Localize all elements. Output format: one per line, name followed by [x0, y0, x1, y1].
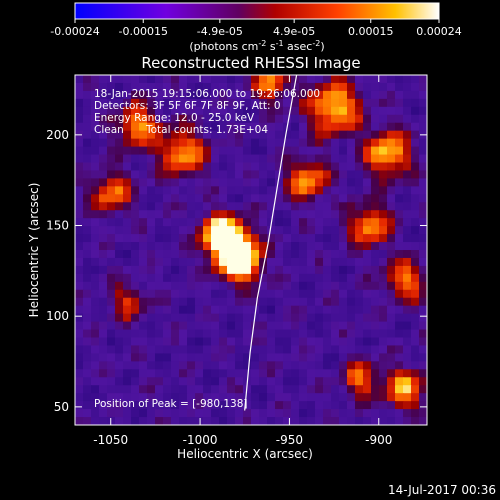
info-time-range: 18-Jan-2015 19:15:06.000 to 19:26:06.000 — [94, 88, 320, 100]
plot-area: -1050 -1000 -950 -900 50 100 150 200 — [46, 74, 428, 447]
colorbar: -0.00024 -0.00015 -4.9e-05 4.9e-05 0.00015 0.… — [50, 2, 462, 53]
y-tick-label: 200 — [46, 128, 69, 142]
x-tick-label: -900 — [365, 433, 392, 447]
x-tick-label: -1050 — [93, 433, 128, 447]
solar-limb-line — [244, 75, 298, 411]
heatmap-image — [75, 75, 427, 425]
colorbar-gradient — [74, 2, 440, 20]
x-axis-ticks: -1050 -1000 -950 -900 — [93, 75, 392, 447]
plot-frame — [74, 74, 428, 426]
chart-title: Reconstructed RHESSI Image — [141, 54, 360, 72]
info-energy-range: Energy Range: 12.0 - 25.0 keV — [94, 112, 255, 124]
colorbar-units: (photons cm-2 s-1 asec-2) — [189, 39, 324, 53]
colorbar-tick-label: 4.9e-05 — [273, 25, 315, 38]
y-axis-label: Heliocentric Y (arcsec) — [27, 183, 41, 318]
info-detectors: Detectors: 3F 5F 6F 7F 8F 9F, Att: 0 — [94, 100, 281, 112]
info-total-counts: Total counts: 1.73E+04 — [145, 124, 268, 136]
y-tick-label: 100 — [46, 309, 69, 323]
x-axis-label: Heliocentric X (arcsec) — [177, 447, 313, 461]
peak-position: Position of Peak = [-980,138] — [94, 398, 248, 410]
observation-info: 18-Jan-2015 19:15:06.000 to 19:26:06.000… — [94, 88, 320, 410]
y-tick-label: 50 — [54, 400, 69, 414]
x-tick-label: -1000 — [183, 433, 218, 447]
colorbar-tick-label: -4.9e-05 — [197, 25, 243, 38]
y-axis-ticks: 50 100 150 200 — [46, 128, 427, 414]
colorbar-tick-label: -0.00024 — [50, 25, 99, 38]
colorbar-tick-label: 0.00015 — [348, 25, 394, 38]
x-tick-label: -950 — [276, 433, 303, 447]
colorbar-tick-label: 0.00024 — [416, 25, 462, 38]
colorbar-ticks: -0.00024 -0.00015 -4.9e-05 4.9e-05 0.00015 0.… — [50, 19, 462, 38]
y-tick-label: 150 — [46, 219, 69, 233]
info-method: Clean — [94, 124, 124, 136]
colorbar-tick-label: -0.00015 — [119, 25, 168, 38]
plot-timestamp: 14-Jul-2017 00:36 — [388, 483, 496, 497]
